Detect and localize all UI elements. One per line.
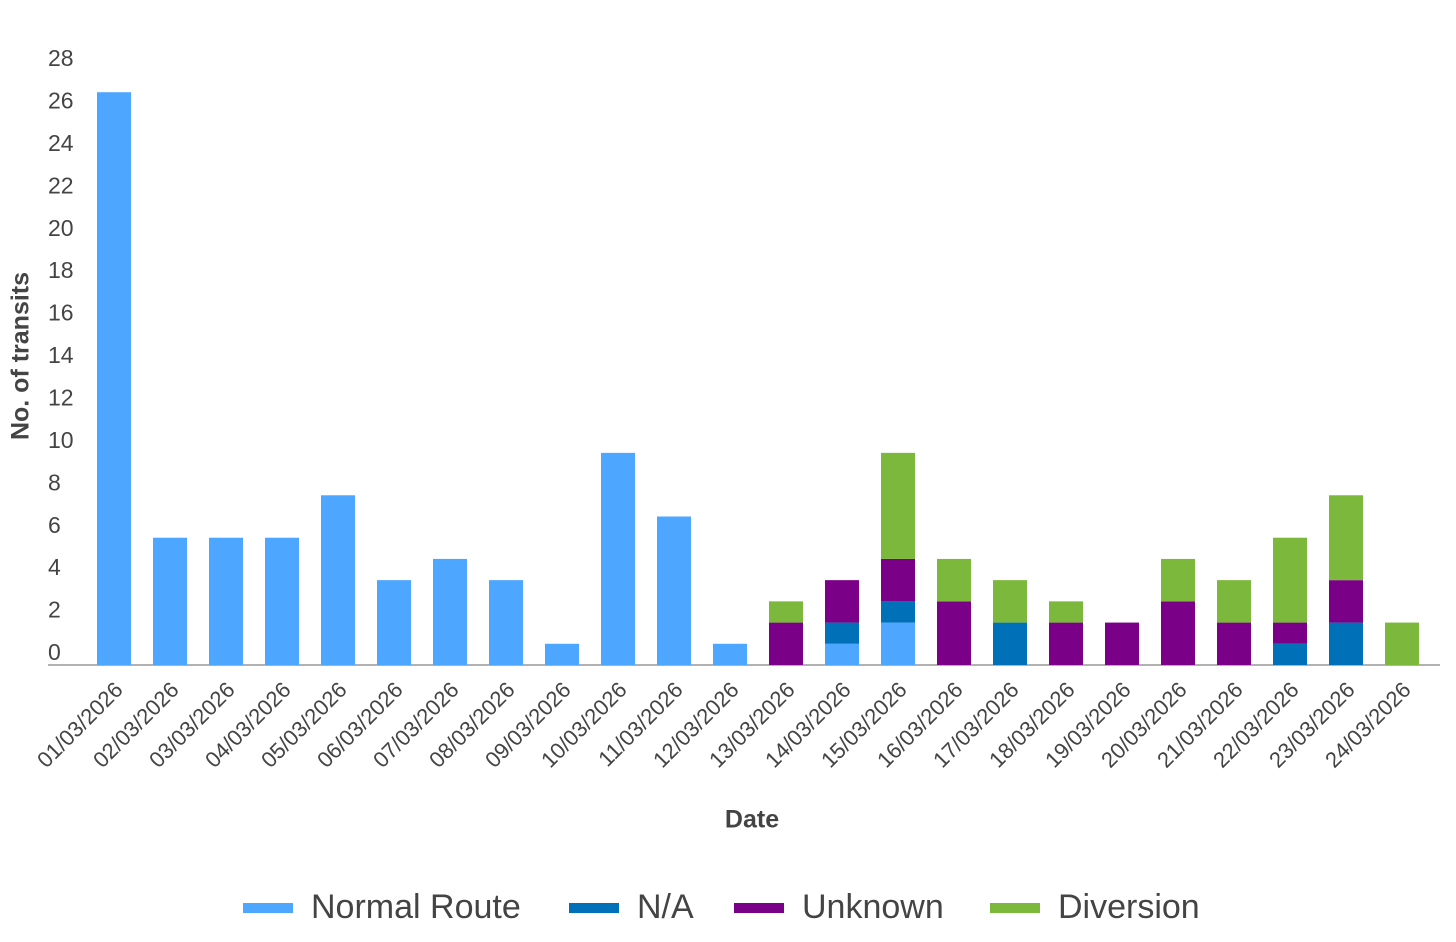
y-tick-label: 0	[48, 639, 61, 665]
legend-swatch	[243, 903, 293, 913]
y-tick-label: 16	[48, 300, 74, 326]
bar-segment	[545, 643, 579, 665]
bar-segment	[601, 452, 635, 665]
bar-segment	[937, 558, 971, 602]
y-tick-label: 4	[48, 554, 61, 580]
bar-segment	[993, 580, 1027, 623]
bar-segment	[1217, 622, 1251, 665]
legend-label: Unknown	[802, 888, 944, 926]
bar-segment	[881, 622, 915, 665]
bar-segment	[825, 622, 859, 644]
legend-label: N/A	[637, 888, 694, 926]
y-tick-label: 22	[48, 172, 74, 198]
bar-segment	[825, 580, 859, 623]
y-tick-label: 2	[48, 597, 61, 623]
bar-segment	[1049, 622, 1083, 665]
legend-swatch	[569, 903, 619, 913]
bar-segment	[1329, 622, 1363, 665]
legend-label: Diversion	[1058, 888, 1200, 926]
bar-segment	[209, 537, 243, 665]
bar-segment	[265, 537, 299, 665]
y-tick-label: 20	[48, 215, 74, 241]
bar-segment	[881, 452, 915, 559]
x-axis-title: Date	[725, 806, 779, 834]
bar-segment	[937, 601, 971, 665]
bar-segment	[97, 92, 131, 665]
bar-segment	[1049, 601, 1083, 623]
bar-segment	[713, 643, 747, 665]
y-tick-label: 26	[48, 88, 74, 114]
bar-segment	[321, 495, 355, 665]
bar-segment	[825, 643, 859, 665]
y-tick-label: 24	[48, 130, 74, 156]
bar-segment	[881, 601, 915, 623]
bar-segment	[153, 537, 187, 665]
bar-segment	[657, 516, 691, 665]
y-tick-label: 18	[48, 257, 74, 283]
y-axis-title: No. of transits	[7, 272, 35, 440]
bar-segment	[993, 622, 1027, 665]
bar-segment	[769, 601, 803, 623]
bar-segment	[881, 558, 915, 602]
y-tick-label: 6	[48, 512, 61, 538]
bar-segment	[1217, 580, 1251, 623]
bar-segment	[1329, 580, 1363, 623]
bar-segment	[1273, 643, 1307, 665]
bar-segment	[1329, 495, 1363, 581]
bar-segment	[489, 580, 523, 665]
bar-segment	[1161, 601, 1195, 665]
bar-segment	[1385, 622, 1419, 665]
legend-swatch	[734, 903, 784, 913]
bar-segment	[1273, 537, 1307, 623]
bar-segment	[377, 580, 411, 665]
bar-segment	[769, 622, 803, 665]
bar-segment	[433, 558, 467, 665]
legend-label: Normal Route	[311, 888, 521, 926]
y-tick-label: 10	[48, 427, 74, 453]
bar-segment	[1161, 558, 1195, 602]
y-tick-label: 12	[48, 385, 74, 411]
bar-segment	[1105, 622, 1139, 665]
y-tick-label: 8	[48, 469, 61, 495]
y-tick-label: 14	[48, 342, 74, 368]
bar-segment	[1273, 622, 1307, 644]
y-tick-label: 28	[48, 45, 74, 71]
legend-swatch	[990, 903, 1040, 913]
